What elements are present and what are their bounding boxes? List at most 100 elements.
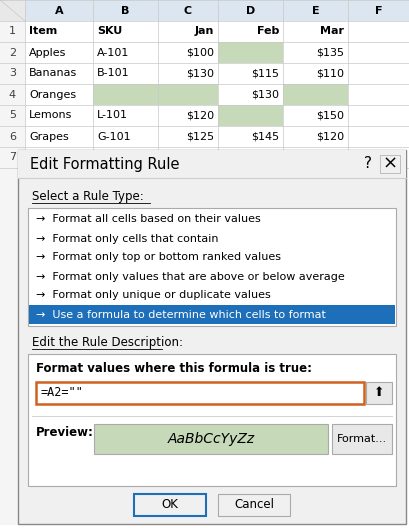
Bar [93,294,157,315]
Bar [218,483,282,504]
Bar [347,168,409,189]
Text: $115: $115 [250,69,278,79]
Text: Format values where this formula is true:: Format values where this formula is true… [36,362,311,375]
Bar [347,84,409,105]
Text: Select a Rule Type:: Select a Rule Type: [32,190,144,203]
Bar [282,315,347,336]
Text: 5: 5 [9,110,16,120]
Text: →  Format only unique or duplicate values: → Format only unique or duplicate values [36,290,270,300]
Text: $110: $110 [315,69,343,79]
Text: E: E [311,5,319,15]
Bar [25,189,93,210]
Bar [157,0,218,21]
Bar [157,441,218,462]
Bar [218,84,282,105]
Bar [0,63,25,84]
Bar [218,357,282,378]
Bar [94,424,327,454]
Bar [218,494,289,516]
Bar [0,210,25,231]
Bar [25,168,93,189]
Bar [282,336,347,357]
Bar [25,378,93,399]
Bar [25,210,93,231]
Bar [18,150,405,524]
Text: Jan: Jan [194,26,213,36]
Bar [282,210,347,231]
Text: Oranges: Oranges [29,90,76,99]
Bar [347,357,409,378]
Bar [0,483,25,504]
Bar [347,63,409,84]
Bar [282,441,347,462]
Bar [157,105,218,126]
Bar [282,168,347,189]
Bar [93,105,157,126]
Bar [157,189,218,210]
Bar [93,357,157,378]
Bar [218,63,282,84]
Bar [25,21,93,42]
Bar [25,504,93,525]
Bar [0,441,25,462]
Bar [218,21,282,42]
Bar [218,441,282,462]
Text: ?: ? [363,156,371,172]
Bar [93,0,157,21]
Bar [347,210,409,231]
Text: $120: $120 [185,110,213,120]
Bar [282,126,347,147]
Bar [157,357,218,378]
Bar [25,399,93,420]
Bar [218,0,282,21]
Bar [218,147,282,168]
Text: C: C [184,5,191,15]
Bar [282,252,347,273]
Bar [93,252,157,273]
Bar [93,63,157,84]
Text: A-101: A-101 [97,48,129,58]
Bar [282,357,347,378]
Bar [25,0,93,21]
Bar [93,147,157,168]
Bar [157,168,218,189]
Text: Grapes: Grapes [29,131,69,142]
Bar [157,147,218,168]
Text: $135: $135 [315,48,343,58]
Text: $130: $130 [186,69,213,79]
Bar [282,462,347,483]
Bar [93,231,157,252]
Bar [218,126,282,147]
Text: 4: 4 [9,90,16,99]
Bar [218,420,282,441]
Bar [218,105,282,126]
Text: B-101: B-101 [97,69,129,79]
Bar [282,273,347,294]
Bar [218,294,282,315]
Text: Cancel: Cancel [234,498,273,512]
Bar [157,210,218,231]
Bar [28,354,395,486]
Text: →  Use a formula to determine which cells to format: → Use a formula to determine which cells… [36,309,325,319]
Bar [0,252,25,273]
Bar [93,126,157,147]
Bar [347,21,409,42]
Text: B: B [121,5,129,15]
Bar [347,189,409,210]
Bar [347,315,409,336]
Bar [0,504,25,525]
Bar [0,399,25,420]
Bar [282,378,347,399]
Text: 1: 1 [9,26,16,36]
Bar [93,84,157,105]
Text: →  Format only top or bottom ranked values: → Format only top or bottom ranked value… [36,252,280,262]
Bar [134,494,205,516]
Text: ⬆: ⬆ [373,386,383,400]
Bar [157,126,218,147]
Text: Format...: Format... [336,434,386,444]
Bar [0,147,25,168]
Bar [282,42,347,63]
Bar [218,315,282,336]
Bar [0,189,25,210]
Bar [218,42,282,63]
